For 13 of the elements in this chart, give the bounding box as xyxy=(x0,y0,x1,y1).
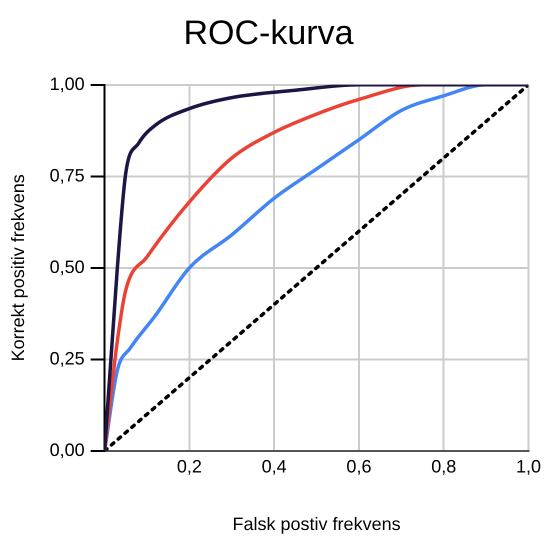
y-tick-label: 0,50 xyxy=(50,256,85,277)
x-tick-label: 0,8 xyxy=(431,456,456,477)
x-axis-title: Falsk postiv frekvens xyxy=(232,514,401,534)
y-tick-label: 0,00 xyxy=(50,440,85,460)
x-tick-label: 1,0 xyxy=(516,456,542,477)
x-tick-label: 0,2 xyxy=(176,456,202,477)
x-tick-label: 0,6 xyxy=(346,456,372,477)
y-tick-label: 0,25 xyxy=(50,348,85,368)
y-tick-label: 1,00 xyxy=(50,74,85,94)
chart-title: ROC-kurva xyxy=(183,14,354,52)
y-axis-title: Korrekt positiv frekvens xyxy=(8,174,28,362)
y-tick-label: 0,75 xyxy=(50,165,85,186)
x-tick-label: 0,4 xyxy=(262,456,287,477)
